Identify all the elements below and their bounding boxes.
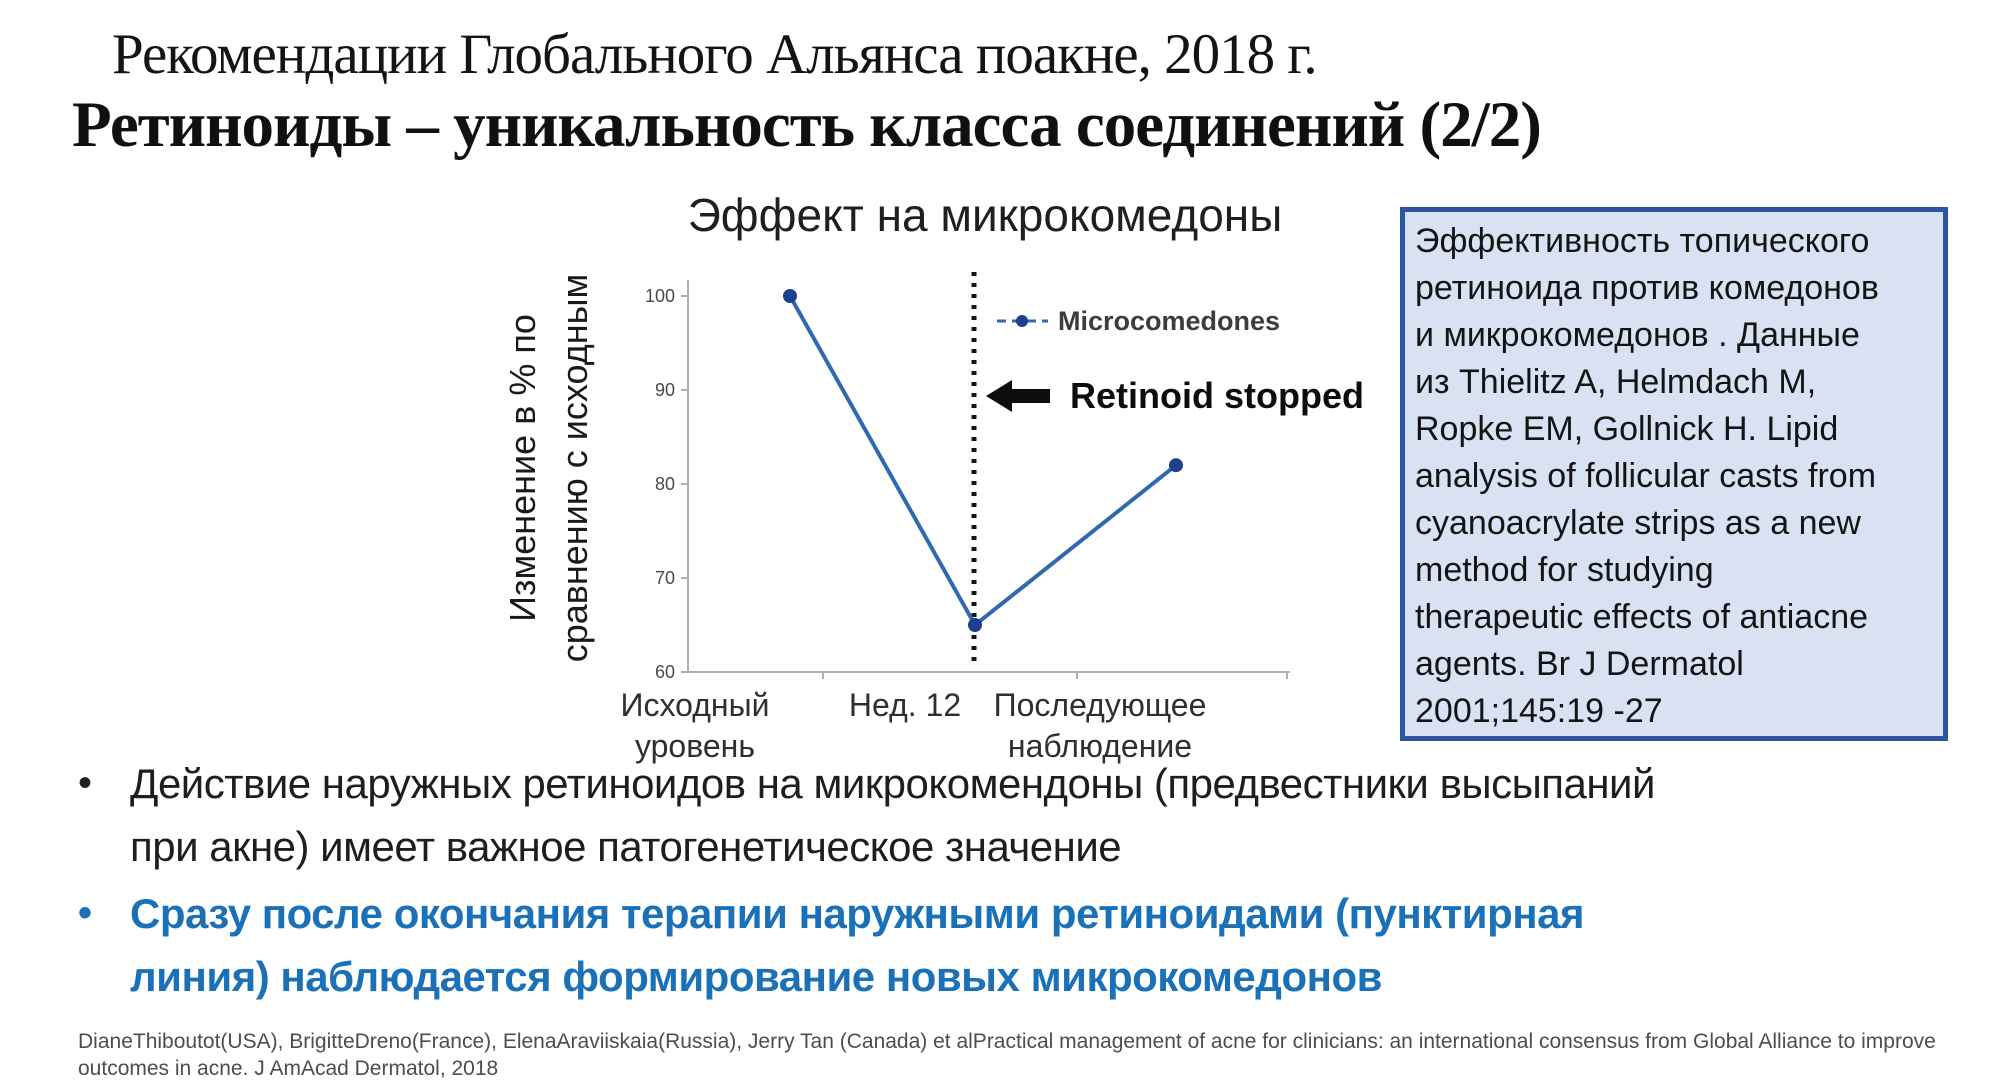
data-point bbox=[968, 618, 982, 632]
annotation-text: Retinoid stopped bbox=[1070, 375, 1364, 416]
retinoid-stopped-annotation: Retinoid stopped bbox=[986, 375, 1364, 416]
bullet-text: Сразу после окончания терапии наружными … bbox=[130, 890, 1584, 1000]
y-tick-label: 70 bbox=[655, 568, 675, 588]
chart-title: Эффект на микрокомедоны bbox=[687, 189, 1283, 241]
y-tick-label: 100 bbox=[645, 286, 675, 306]
chart-y-axis-label: Изменение в % по сравнению с исходным bbox=[497, 228, 607, 708]
y-tick-label: 90 bbox=[655, 380, 675, 400]
data-point bbox=[1169, 458, 1183, 473]
x-label-line: Исходный bbox=[620, 687, 770, 723]
y-tick-label: 80 bbox=[655, 474, 675, 494]
y-tick-label: 60 bbox=[655, 662, 675, 682]
legend-series-label: Microcomedones bbox=[1058, 306, 1280, 336]
microcomedones-series-line bbox=[788, 295, 1178, 629]
y-axis-label-line2: сравнению с исходным bbox=[554, 273, 595, 663]
slide-title-line2: Ретиноиды – уникальность класса соединен… bbox=[72, 89, 1542, 161]
reference-text-box: Эффективность топического ретиноида прот… bbox=[1400, 207, 1948, 741]
bullet-item-new-microcomedones: • Сразу после окончания терапии наружным… bbox=[70, 882, 1950, 1008]
x-label-line: уровень bbox=[634, 728, 755, 764]
bullet-list: • Действие наружных ретиноидов на микрок… bbox=[70, 752, 1950, 1012]
y-axis-label-line1: Изменение в % по bbox=[502, 314, 543, 622]
bullet-marker: • bbox=[78, 891, 93, 935]
x-tick-label-week12: Нед. 12 bbox=[785, 685, 1025, 726]
x-label-line: Нед. 12 bbox=[848, 687, 962, 723]
series-markers bbox=[783, 289, 1183, 632]
citation-footer: DianeThiboutot(USA), BrigitteDreno(Franc… bbox=[78, 1030, 1936, 1080]
left-arrow-icon bbox=[986, 380, 1050, 412]
data-point bbox=[783, 289, 797, 303]
bullet-marker: • bbox=[78, 761, 93, 805]
x-label-line: наблюдение bbox=[1007, 728, 1193, 764]
bullet-item-pathogenetic: • Действие наружных ретиноидов на микрок… bbox=[70, 752, 1950, 878]
legend-marker-icon bbox=[1016, 315, 1028, 327]
microcomedones-chart-figure: Эффект на микрокомедоны Изменение в % по… bbox=[480, 180, 1410, 810]
x-label-line: Последующее bbox=[993, 687, 1207, 723]
x-tick-label-baseline: Исходный уровень bbox=[575, 685, 815, 767]
slide-title-line1: Рекомендации Глобального Альянса поакне,… bbox=[112, 23, 1318, 86]
y-axis-ticks: 100 90 80 70 60 bbox=[645, 286, 688, 682]
chart-legend: Microcomedones bbox=[997, 306, 1280, 336]
bullet-text: Действие наружных ретиноидов на микроком… bbox=[130, 760, 1655, 870]
line-chart-plot: 100 90 80 70 60 Microcomedones Retinoid stop… bbox=[645, 272, 1364, 682]
x-tick-label-followup: Последующее наблюдение bbox=[980, 685, 1220, 767]
